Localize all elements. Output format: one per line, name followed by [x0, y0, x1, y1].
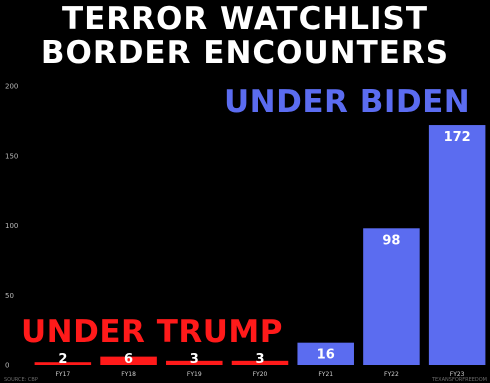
bar-fy20	[231, 360, 289, 365]
x-tick-label-fy19: FY19	[187, 371, 202, 378]
y-tick-label: 200	[5, 83, 18, 91]
bars	[34, 125, 486, 365]
y-tick-label: 0	[5, 362, 9, 370]
x-tick-label-fy22: FY22	[384, 371, 399, 378]
bar-fy17	[34, 362, 92, 365]
x-tick-label-fy20: FY20	[253, 371, 268, 378]
chart-title-line-2: BORDER ENCOUNTERS	[40, 35, 450, 71]
x-tick-label-fy21: FY21	[318, 371, 333, 378]
source-note: SOURCE: CBP	[4, 377, 38, 383]
value-label-fy17: 2	[58, 352, 67, 367]
y-axis: 0 50 100 150 200	[5, 83, 18, 370]
x-tick-label-fy23: FY23	[450, 371, 465, 378]
value-label-fy23: 172	[444, 130, 471, 145]
bar-fy19	[166, 360, 223, 365]
y-tick-label: 50	[5, 292, 14, 300]
under-biden-label: UNDER BIDEN	[224, 84, 470, 120]
bar-fy22	[363, 228, 420, 365]
y-tick-label: 100	[5, 222, 18, 230]
value-label-fy18: 6	[124, 352, 133, 367]
value-label-fy22: 98	[382, 233, 400, 248]
chart-title-line-1: TERROR WATCHLIST	[61, 1, 429, 37]
value-label-fy19: 3	[190, 352, 199, 367]
value-label-fy20: 3	[255, 352, 264, 367]
labels: 2 FY17 6 FY18 3 FY19 3 FY20 16 FY21 98 FY22 172 FY23	[55, 130, 470, 378]
bar-fy21	[297, 342, 354, 365]
y-tick-label: 150	[5, 152, 18, 160]
x-tick-label-fy18: FY18	[121, 371, 136, 378]
bar-fy18	[100, 356, 157, 365]
x-tick-label-fy17: FY17	[55, 371, 70, 378]
credit-note: TEXANSFORFREEDOM	[431, 377, 487, 383]
value-label-fy21: 16	[317, 348, 335, 363]
bar-fy23	[428, 125, 486, 365]
under-trump-label: UNDER TRUMP	[21, 314, 283, 350]
